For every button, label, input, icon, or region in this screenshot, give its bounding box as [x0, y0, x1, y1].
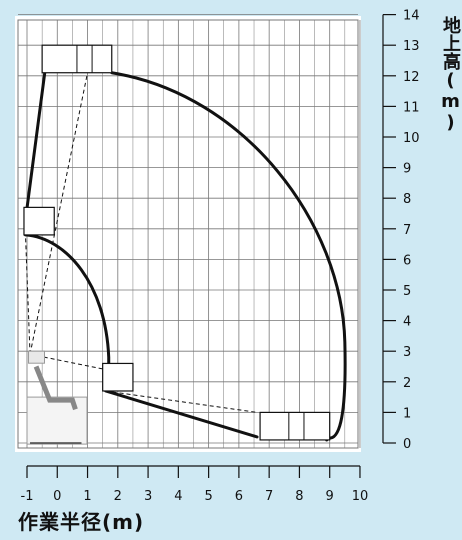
vehicle-arm	[33, 365, 78, 411]
x-tick-label: 5	[204, 489, 212, 504]
x-tick-label: 6	[235, 489, 243, 504]
y-tick-label: 10	[403, 131, 420, 146]
vehicle-body	[26, 396, 88, 445]
guide-line	[105, 390, 258, 413]
x-axis-title: 作業半径(m)	[18, 510, 145, 534]
x-tick-label: 8	[295, 489, 303, 504]
x-tick-label: 1	[83, 489, 91, 504]
boom-lower-limit	[104, 389, 259, 439]
y-axis-title: 地上高(m)	[440, 16, 461, 133]
guide-line	[29, 72, 89, 355]
y-tick-label: 14	[403, 9, 420, 24]
y-tick-label: 0	[403, 437, 411, 452]
x-tick-label: 2	[114, 489, 122, 504]
x-tick-label: 0	[53, 489, 61, 504]
x-tick-label: 3	[144, 489, 152, 504]
vehicle	[26, 350, 88, 445]
y-tick-label: 2	[403, 376, 411, 391]
y-tick-label: 9	[403, 162, 411, 177]
boom-envelope	[23, 44, 347, 445]
x-axis: -1 0 1 2 3 4 5 6 7 8 9 10	[21, 465, 369, 504]
platform-middle	[102, 362, 134, 392]
y-tick-label: 11	[403, 100, 420, 115]
guide-line	[24, 234, 31, 355]
y-tick-label: 8	[403, 192, 411, 207]
y-tick-label: 1	[403, 406, 411, 421]
y-tick-label: 12	[403, 70, 420, 85]
boom-upper-limit	[23, 68, 47, 222]
y-tick-label: 7	[403, 223, 411, 238]
outer-envelope	[110, 71, 347, 442]
platform-left	[23, 206, 55, 236]
y-tick-label: 13	[403, 39, 420, 54]
x-tick-label: -1	[21, 489, 34, 504]
platform-right	[259, 411, 331, 441]
guide-line	[29, 353, 106, 371]
y-tick-label: 3	[403, 345, 411, 360]
x-tick-label: 9	[326, 489, 334, 504]
x-tick-label: 7	[265, 489, 273, 504]
y-tick-label: 5	[403, 284, 411, 299]
plot-frame	[17, 19, 359, 449]
vehicle-turret	[28, 350, 46, 364]
y-tick-label: 6	[403, 253, 411, 268]
inner-envelope	[23, 233, 111, 372]
x-tick-label: 4	[174, 489, 182, 504]
plot-area	[15, 16, 361, 452]
y-tick-label: 4	[403, 315, 411, 330]
x-tick-label: 10	[352, 489, 369, 504]
